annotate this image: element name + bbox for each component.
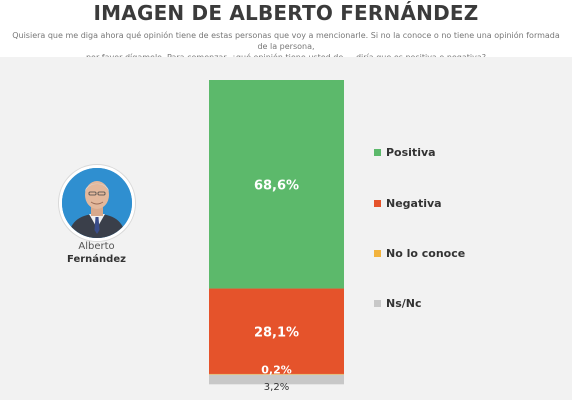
bar-segment-no-lo-conoce bbox=[209, 373, 344, 375]
legend-swatch bbox=[374, 149, 381, 156]
header: IMAGEN DE ALBERTO FERNÁNDEZ Quisiera que… bbox=[0, 0, 572, 62]
data-label-negativa: 28,1% bbox=[254, 325, 299, 340]
subtitle-line-1: Quisiera que me diga ahora qué opinión t… bbox=[12, 31, 560, 51]
legend-label: Negativa bbox=[386, 197, 442, 210]
legend-swatch bbox=[374, 300, 381, 307]
bar-segment-positiva bbox=[209, 80, 344, 289]
bar-segment-negativa bbox=[209, 288, 344, 374]
bar-segment-ns-nc bbox=[209, 374, 344, 385]
person-avatar bbox=[59, 165, 135, 241]
legend-label: Ns/Nc bbox=[386, 297, 422, 310]
chart-title: IMAGEN DE ALBERTO FERNÁNDEZ bbox=[93, 1, 479, 25]
legend-swatch bbox=[374, 250, 381, 257]
person-portrait-icon bbox=[62, 168, 132, 238]
legend-label: Positiva bbox=[386, 146, 436, 159]
legend-swatch bbox=[374, 200, 381, 207]
data-label-positiva: 68,6% bbox=[254, 178, 299, 193]
data-label-ns-nc: 3,2% bbox=[264, 382, 289, 393]
legend-label: No lo conoce bbox=[386, 247, 466, 260]
person-last-name: Fernández bbox=[67, 254, 126, 265]
data-label-no-lo-conoce: 0,2% bbox=[261, 363, 292, 376]
person-first-name: Alberto bbox=[78, 241, 115, 252]
